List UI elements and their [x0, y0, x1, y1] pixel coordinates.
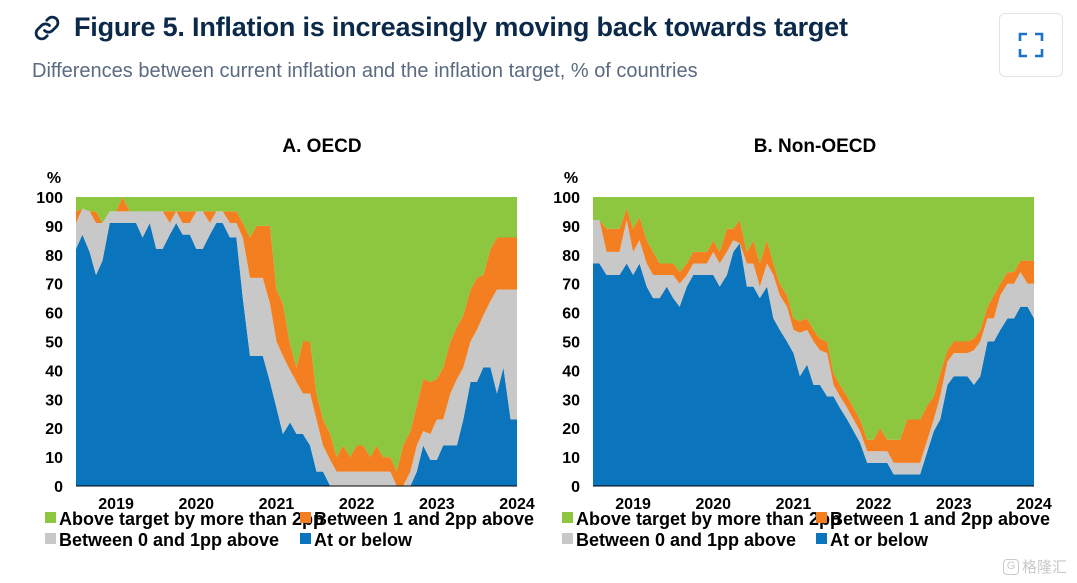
panel-a-y-tick: 100 [36, 190, 63, 207]
panel-a-y-tick: 30 [45, 392, 63, 409]
expand-button[interactable] [999, 13, 1063, 77]
panel-b-y-tick: 80 [562, 248, 580, 265]
panel-a-y-tick: 0 [54, 479, 63, 496]
panel-b-x-tick: 2020 [695, 496, 731, 513]
panel-a-legend-label: Above target by more than 2pp [59, 509, 324, 529]
panel-b-y-tick: 70 [562, 277, 580, 294]
panel-b-y-tick: 100 [553, 190, 580, 207]
watermark-logo-icon: G [1003, 558, 1019, 575]
panel-a-y-axis-label: % [47, 170, 61, 187]
panel-b-x-tick: 2024 [1016, 496, 1052, 513]
watermark-text: 格隆汇 [1022, 559, 1068, 576]
panel-a-y-tick: 10 [45, 450, 63, 467]
panel-a-y-tick: 90 [45, 219, 63, 236]
panel-b-legend-label: At or below [830, 530, 929, 550]
panel-b-series-above-target-by-more-than-2pp [593, 197, 1034, 440]
panel-a-y-tick: 20 [45, 421, 63, 438]
figure-title: Figure 5. Inflation is increasingly movi… [74, 12, 848, 42]
panel-b-y-tick: 40 [562, 363, 580, 380]
panel-b-legend-swatch-between-0-and-1pp-above [562, 533, 573, 544]
panel-a: A. OECD% 0 10 20 30 40 50 60 70 80 90 100 2019 2020 20… [36, 136, 535, 550]
panel-b-x-tick: 2019 [615, 496, 651, 513]
panel-a-x-tick: 2024 [499, 496, 535, 513]
panel-b-y-axis-label: % [564, 170, 578, 187]
panel-b-y-tick: 30 [562, 392, 580, 409]
watermark: G 格隆汇 [1003, 556, 1067, 577]
panel-b-y-tick: 50 [562, 335, 580, 352]
panel-a-x-tick: 2019 [98, 496, 134, 513]
expand-icon [1018, 32, 1044, 58]
panel-a-series-above-target-by-more-than-2pp [76, 197, 517, 472]
panel-a-x-tick: 2023 [419, 496, 455, 513]
panel-a-x-tick: 2020 [178, 496, 214, 513]
panel-b-y-tick: 20 [562, 421, 580, 438]
panel-b-y-tick: 10 [562, 450, 580, 467]
figure-header: Figure 5. Inflation is increasingly movi… [32, 12, 992, 43]
panel-a-legend-label: Between 0 and 1pp above [59, 530, 279, 550]
panel-a-legend-label: Between 1 and 2pp above [314, 509, 534, 529]
panel-a-legend-swatch-above-target-by-more-than-2pp [45, 512, 56, 523]
panel-a-legend-swatch-between-1-and-2pp-above [300, 512, 311, 523]
link-icon[interactable] [32, 13, 62, 43]
panel-b-legend-label: Between 1 and 2pp above [830, 509, 1050, 529]
panel-a-title: A. OECD [282, 136, 361, 157]
panel-a-y-tick: 60 [45, 306, 63, 323]
panel-a-y-tick: 40 [45, 363, 63, 380]
figure-subtitle: Differences between current inflation an… [32, 60, 698, 82]
panel-b-legend-swatch-at-or-below [816, 533, 827, 544]
panel-b-series-between-1-and-2pp-above [593, 208, 1034, 463]
panel-b-x-tick: 2022 [856, 496, 892, 513]
panel-a-legend-label: At or below [314, 530, 413, 550]
panel-a-series-at-or-below [76, 223, 517, 486]
panel-b-title: B. Non-OECD [754, 136, 876, 157]
panel-b-y-tick: 60 [562, 306, 580, 323]
panel-a-x-tick: 2021 [259, 496, 295, 513]
panel-a-y-tick: 50 [45, 335, 63, 352]
panel-b-x-tick: 2023 [936, 496, 972, 513]
panel-b-legend-label: Between 0 and 1pp above [576, 530, 796, 550]
panel-b: B. Non-OECD% 0 10 20 30 40 50 60 70 80 90 100 2019 20… [553, 136, 1052, 550]
panel-a-legend-swatch-between-0-and-1pp-above [45, 533, 56, 544]
panel-a-series-between-0-and-1pp-above [76, 208, 517, 486]
panel-b-y-tick: 90 [562, 219, 580, 236]
panel-b-series-between-0-and-1pp-above [593, 220, 1034, 475]
panel-b-legend-label: Above target by more than 2pp [576, 509, 841, 529]
panel-a-x-tick: 2022 [339, 496, 375, 513]
panel-a-legend-swatch-at-or-below [300, 533, 311, 544]
panel-b-y-tick: 0 [571, 479, 580, 496]
panel-a-y-tick: 80 [45, 248, 63, 265]
panel-b-x-tick: 2021 [776, 496, 812, 513]
panel-a-y-tick: 70 [45, 277, 63, 294]
panel-b-legend-swatch-between-1-and-2pp-above [816, 512, 827, 523]
panel-b-legend-swatch-above-target-by-more-than-2pp [562, 512, 573, 523]
panel-b-series-at-or-below [593, 243, 1034, 486]
